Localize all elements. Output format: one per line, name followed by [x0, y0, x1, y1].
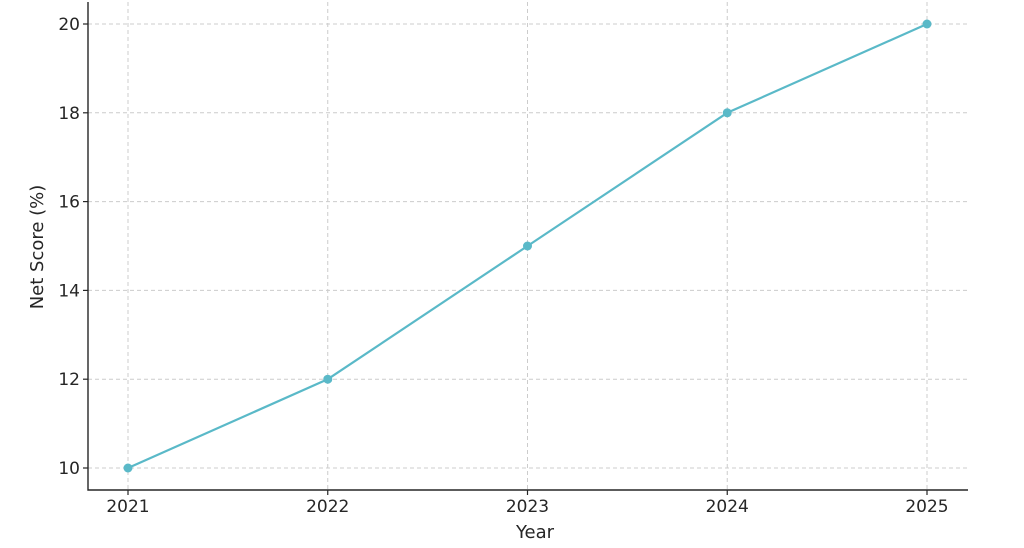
grid — [88, 2, 968, 490]
data-point — [523, 241, 532, 251]
y-axis-ticks: 10 12 14 16 18 20 — [58, 15, 88, 479]
data-series — [123, 19, 932, 473]
data-point — [123, 463, 133, 473]
data-point — [922, 19, 932, 29]
x-tick-label: 2022 — [306, 497, 349, 517]
axis-frame — [87, 2, 968, 491]
y-tick-label: 16 — [58, 193, 80, 213]
x-tick-label: 2024 — [706, 497, 749, 517]
data-point — [722, 108, 732, 118]
y-tick-label: 18 — [58, 104, 80, 124]
y-tick-label: 10 — [58, 459, 80, 479]
y-axis-label: Net Score (%) — [27, 185, 48, 310]
x-tick-label: 2025 — [905, 497, 948, 517]
data-point — [323, 374, 333, 384]
axes — [87, 2, 968, 491]
y-tick-label: 14 — [58, 281, 80, 301]
x-tick-label: 2023 — [506, 497, 549, 517]
x-tick-label: 2021 — [106, 497, 149, 517]
x-axis-label: Year — [515, 522, 555, 543]
y-tick-label: 12 — [58, 370, 80, 390]
y-tick-label: 20 — [58, 15, 80, 35]
x-axis-ticks: 2021 2022 2023 2024 2025 — [106, 490, 949, 517]
